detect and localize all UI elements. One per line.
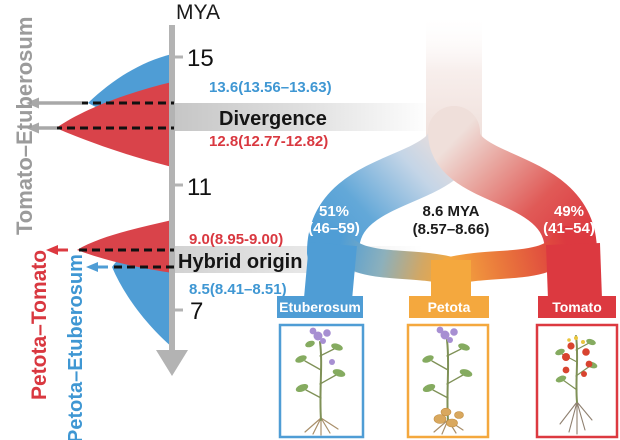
peak-markers: [26, 97, 174, 272]
etuberosum-tip-branch: [304, 241, 357, 302]
left-inheritance-percent: 51%: [319, 203, 349, 220]
tick-label-11: 11: [187, 174, 212, 201]
blue-arrowhead-icon: [86, 262, 98, 272]
divergence-blue-estimate: 13.6(13.56–13.63): [209, 79, 332, 96]
etuberosum-plant-illustration: [295, 327, 346, 436]
hybrid-origin-label: Hybrid origin: [178, 251, 302, 273]
density-tomato-etuberosum-red: [56, 82, 172, 167]
time-axis: MYA 15 11 7: [156, 1, 220, 376]
axis-arrowhead-icon: [156, 350, 188, 376]
petota-plant-illustration: [422, 326, 473, 435]
tick-15: [172, 55, 183, 59]
tick-label-15: 15: [187, 45, 214, 72]
etuberosum-name-plate: [277, 296, 363, 318]
gray-arrowhead-lower-icon: [26, 122, 39, 134]
plant-illustration-boxes: [278, 323, 619, 439]
tick-label-7: 7: [190, 298, 203, 325]
hybrid-node-age-ci: (8.57–8.66): [413, 221, 490, 238]
divergence-banner: [175, 103, 433, 131]
petota-name-plate: [409, 296, 489, 318]
density-petota-tomato-red: [77, 220, 172, 273]
right-inheritance-percent: 49%: [554, 203, 584, 220]
right-inheritance-ci: (41–54): [543, 220, 595, 237]
tomato-tip-branch: [546, 243, 602, 300]
tomato-plant-illustration: [555, 335, 598, 435]
side-label-petota-tomato: Petota–Tomato: [28, 250, 51, 400]
axis-title: MYA: [176, 1, 220, 24]
hybrid-red-estimate: 9.0(8.95-9.00): [189, 231, 283, 248]
tick-11: [172, 183, 183, 187]
tick-7: [172, 308, 183, 312]
taxa-labels: Etuberosum Petota Tomato: [277, 296, 616, 318]
axis-line: [169, 25, 175, 350]
hybridization-network: [304, 16, 602, 302]
tomato-label: Tomato: [552, 299, 602, 315]
side-label-tomato-etuberosum: Tomato–Etuberosum: [12, 17, 37, 235]
divergence-red-estimate: 12.8(12.77-12.82): [209, 133, 328, 150]
petota-label: Petota: [428, 299, 471, 315]
left-inheritance-ci: (46–59): [308, 220, 360, 237]
etuberosum-label: Etuberosum: [279, 299, 361, 315]
red-arrowhead-icon: [46, 245, 58, 255]
gray-arrowhead-upper-icon: [26, 97, 39, 109]
hybrid-node-age: 8.6 MYA: [423, 203, 480, 220]
divergence-label: Divergence: [219, 108, 327, 130]
tomato-name-plate: [538, 296, 616, 318]
side-label-petota-etuberosum: Petota–Etuberosum: [65, 254, 87, 440]
posterior-density-plots: [56, 54, 172, 347]
hybrid-blue-estimate: 8.5(8.41–8.51): [189, 281, 287, 298]
